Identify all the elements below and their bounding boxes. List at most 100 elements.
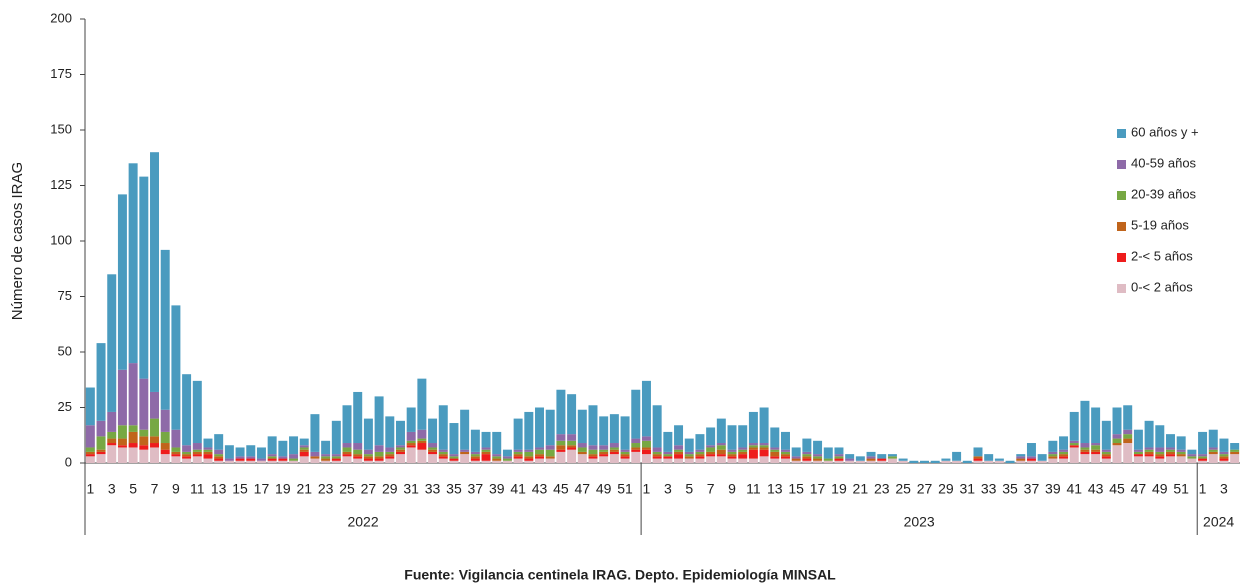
bar-segment: [470, 454, 480, 457]
legend-swatch: [1117, 253, 1126, 262]
legend-swatch: [1117, 191, 1126, 200]
bar-segment: [1133, 454, 1143, 457]
x-tick-label: 41: [1066, 481, 1082, 497]
bar-segment: [567, 445, 577, 448]
bar-segment: [823, 447, 833, 459]
bar-segment: [652, 454, 662, 457]
bar-segment: [1016, 454, 1026, 457]
bar-segment: [492, 460, 502, 463]
bar-segment: [428, 447, 438, 450]
bar-segment: [1133, 449, 1143, 452]
bar-segment: [620, 454, 630, 457]
bar-segment: [663, 456, 673, 459]
bar-segment: [449, 460, 459, 463]
bar-segment: [716, 445, 726, 450]
x-tick-label: 33: [981, 481, 997, 497]
bar-segment: [599, 456, 609, 463]
bar-segment: [770, 458, 780, 463]
bar-segment: [780, 431, 790, 450]
x-tick-label: 39: [1045, 481, 1061, 497]
bar-segment: [877, 454, 887, 459]
bar-segment: [1080, 449, 1090, 452]
bar-segment: [909, 460, 919, 463]
bar-segment: [738, 458, 748, 463]
bar-segment: [1080, 443, 1090, 448]
bar-segment: [791, 447, 801, 457]
bar-segment: [652, 447, 662, 452]
bar-segment: [588, 405, 598, 446]
x-tick-label: 19: [831, 481, 847, 497]
y-tick-label: 25: [58, 399, 72, 414]
bar-segment: [192, 451, 202, 455]
bar-segment: [1155, 447, 1165, 452]
bar-segment: [1080, 447, 1090, 450]
bar-segment: [299, 438, 309, 446]
bar-segment: [289, 436, 299, 455]
bar-segment: [96, 454, 106, 463]
bar-segment: [641, 440, 651, 448]
bar-segment: [1198, 456, 1208, 459]
bar-segment: [802, 460, 812, 463]
x-tick-label: 11: [746, 481, 761, 497]
bar-segment: [117, 369, 127, 426]
bar-segment: [342, 443, 352, 448]
bar-segment: [1069, 411, 1079, 441]
bar-segment: [845, 454, 855, 459]
bar-segment: [1048, 451, 1058, 455]
bar-segment: [182, 458, 192, 463]
bar-segment: [128, 447, 138, 463]
bar-segment: [620, 416, 630, 450]
bar-segment: [449, 456, 459, 459]
bar-segment: [567, 449, 577, 463]
bar-segment: [609, 447, 619, 450]
bar-segment: [716, 449, 726, 455]
bar-segment: [438, 449, 448, 452]
bar-segment: [1101, 420, 1111, 450]
bar-segment: [331, 456, 341, 459]
y-axis-label: Número de casos IRAG: [9, 162, 26, 320]
bar-segment: [363, 454, 373, 457]
bar-segment: [267, 460, 277, 463]
bar-segment: [706, 427, 716, 446]
bar-segment: [1101, 454, 1111, 457]
bar-segment: [406, 440, 416, 444]
bar-segment: [395, 420, 405, 446]
bar-segment: [310, 458, 320, 463]
bar-segment: [920, 460, 930, 463]
bar-segment: [1219, 458, 1229, 461]
bar-segment: [363, 458, 373, 461]
bar-segment: [395, 449, 405, 452]
bar-segment: [428, 418, 438, 444]
bar-segment: [460, 449, 470, 452]
bar-segment: [641, 380, 651, 437]
bar-segment: [492, 456, 502, 459]
bar-segment: [1026, 458, 1036, 461]
bar-segment: [674, 449, 684, 452]
bar-segment: [791, 460, 801, 463]
bar-segment: [535, 458, 545, 463]
bar-segment: [674, 451, 684, 455]
bar-segment: [674, 425, 684, 446]
bar-segment: [353, 456, 363, 459]
bar-segment: [770, 447, 780, 450]
bar-segment: [1016, 458, 1026, 461]
bar-segment: [759, 449, 769, 457]
bar-segment: [748, 411, 758, 444]
bar-segment: [1198, 454, 1208, 457]
bar-segment: [85, 387, 95, 426]
bar-segment: [1230, 454, 1240, 463]
bar-segment: [1112, 434, 1122, 439]
bar-segment: [641, 449, 651, 455]
bar-segment: [470, 456, 480, 459]
bar-segment: [1198, 460, 1208, 463]
bar-segment: [941, 458, 951, 461]
bar-segment: [513, 449, 523, 452]
bar-segment: [695, 456, 705, 459]
bar-segment: [823, 458, 833, 461]
bar-segment: [299, 451, 309, 457]
bar-segment: [652, 458, 662, 463]
x-tick-label: 5: [129, 481, 137, 497]
bar-segment: [160, 409, 170, 432]
bar-segment: [513, 456, 523, 459]
bar-segment: [556, 449, 566, 452]
